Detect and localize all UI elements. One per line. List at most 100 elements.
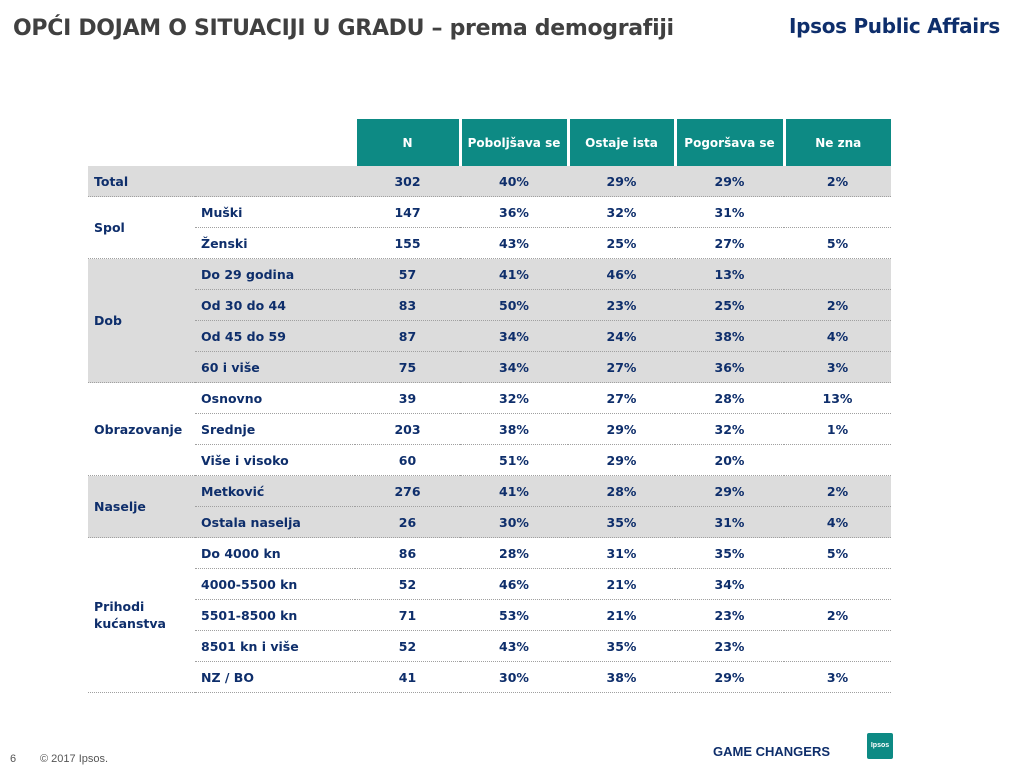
cell-worsening: 20% (675, 444, 784, 476)
cell-improving: 34% (460, 320, 568, 352)
cell-improving: 41% (460, 475, 568, 507)
cell-improving: 38% (460, 413, 568, 445)
cell-improving: 34% (460, 351, 568, 383)
table-row: Dob Do 29 godina 57 41% 46% 13% (88, 258, 891, 383)
row-label: Muški (195, 196, 355, 228)
column-header-same: Ostaje ista (566, 119, 675, 166)
table-row: Od 30 do 44 83 50% 23% 25% 2% (88, 289, 891, 321)
page-number: 6 (10, 753, 17, 765)
row-label: Do 29 godina (195, 258, 355, 290)
cell-dont-know: 5% (784, 537, 891, 569)
cell-same: 29% (568, 166, 675, 197)
column-header-dont-know: Ne zna (782, 119, 891, 166)
table-row: Ženski 155 43% 25% 27% 5% (88, 227, 891, 259)
column-header-improving: Poboljšava se (458, 119, 568, 166)
cell-improving: 40% (460, 166, 568, 197)
cell-same: 29% (568, 444, 675, 476)
cell-same: 38% (568, 661, 675, 693)
header-spacer (88, 119, 195, 166)
cell-worsening: 27% (675, 227, 784, 259)
table-row: Srednje 203 38% 29% 32% 1% (88, 413, 891, 445)
column-header-worsening: Pogoršava se (673, 119, 784, 166)
cell-improving: 50% (460, 289, 568, 321)
group-label: Naselje (88, 475, 195, 538)
cell-improving: 41% (460, 258, 568, 290)
cell-worsening: 29% (675, 166, 784, 197)
cell-n: 147 (355, 196, 460, 228)
cell-n: 41 (355, 661, 460, 693)
cell-worsening: 36% (675, 351, 784, 383)
cell-improving: 36% (460, 196, 568, 228)
table-row: Od 45 do 59 87 34% 24% 38% 4% (88, 320, 891, 352)
cell-dont-know: 13% (784, 382, 891, 414)
cell-same: 27% (568, 382, 675, 414)
brand-name: Ipsos Public Affairs (788, 14, 1000, 38)
row-label: Od 30 do 44 (195, 289, 355, 321)
cell-n: 155 (355, 227, 460, 259)
table-row: Naselje Metković 276 41% 28% 29% 2% (88, 475, 891, 538)
row-label: NZ / BO (195, 661, 355, 693)
cell-n: 57 (355, 258, 460, 290)
cell-improving: 32% (460, 382, 568, 414)
cell-same: 24% (568, 320, 675, 352)
cell-worsening: 29% (675, 475, 784, 507)
cell-n: 52 (355, 630, 460, 662)
cell-worsening: 38% (675, 320, 784, 352)
cell-same: 35% (568, 630, 675, 662)
cell-worsening: 31% (675, 196, 784, 228)
cell-dont-know (784, 196, 891, 228)
cell-worsening: 13% (675, 258, 784, 290)
cell-worsening: 35% (675, 537, 784, 569)
cell-same: 27% (568, 351, 675, 383)
table-row: Više i visoko 60 51% 29% 20% (88, 444, 891, 476)
cell-improving: 43% (460, 630, 568, 662)
cell-worsening: 32% (675, 413, 784, 445)
cell-same: 21% (568, 568, 675, 600)
cell-same: 21% (568, 599, 675, 631)
cell-dont-know: 2% (784, 289, 891, 321)
column-header-n: N (353, 119, 460, 166)
ipsos-logo: Ipsos (867, 733, 893, 759)
cell-same: 23% (568, 289, 675, 321)
cell-n: 87 (355, 320, 460, 352)
cell-n: 71 (355, 599, 460, 631)
cell-worsening: 25% (675, 289, 784, 321)
cell-improving: 51% (460, 444, 568, 476)
copyright: © 2017 Ipsos. (40, 753, 109, 765)
cell-worsening: 34% (675, 568, 784, 600)
table-row: 60 i više 75 34% 27% 36% 3% (88, 351, 891, 383)
table-row: Obrazovanje Osnovno 39 32% 27% 28% 13% (88, 382, 891, 476)
table-header-row: N Poboljšava se Ostaje ista Pogoršava se… (88, 119, 891, 166)
cell-dont-know (784, 258, 891, 290)
table-row: 8501 kn i više 52 43% 35% 23% (88, 630, 891, 662)
cell-n: 302 (355, 166, 460, 197)
cell-dont-know (784, 444, 891, 476)
cell-worsening: 31% (675, 506, 784, 538)
table-row: NZ / BO 41 30% 38% 29% 3% (88, 661, 891, 693)
group-label: Prihodi kućanstva (88, 537, 195, 693)
cell-worsening: 29% (675, 661, 784, 693)
cell-improving: 46% (460, 568, 568, 600)
group-label: Dob (88, 258, 195, 383)
row-label: Od 45 do 59 (195, 320, 355, 352)
group-label: Obrazovanje (88, 382, 195, 476)
cell-improving: 28% (460, 537, 568, 569)
row-label: Ženski (195, 227, 355, 259)
cell-same: 32% (568, 196, 675, 228)
group-label: Spol (88, 196, 195, 259)
cell-dont-know: 4% (784, 320, 891, 352)
table-row: Spol Muški 147 36% 32% 31% (88, 196, 891, 259)
cell-dont-know: 4% (784, 506, 891, 538)
cell-n: 86 (355, 537, 460, 569)
cell-same: 29% (568, 413, 675, 445)
row-label: 5501-8500 kn (195, 599, 355, 631)
cell-n: 26 (355, 506, 460, 538)
cell-dont-know: 2% (784, 599, 891, 631)
cell-dont-know: 2% (784, 475, 891, 507)
cell-same: 35% (568, 506, 675, 538)
cell-improving: 30% (460, 661, 568, 693)
table-row: 5501-8500 kn 71 53% 21% 23% 2% (88, 599, 891, 631)
cell-dont-know: 2% (784, 166, 891, 197)
row-label: 4000-5500 kn (195, 568, 355, 600)
cell-improving: 53% (460, 599, 568, 631)
